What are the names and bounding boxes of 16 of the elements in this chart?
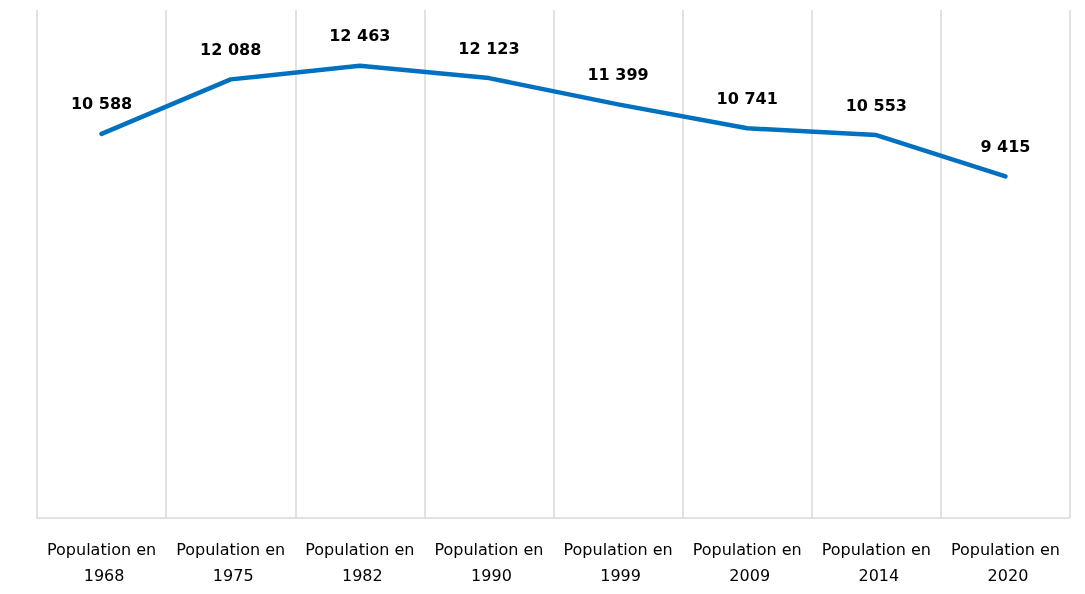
- x-tick-label: Population en 1990: [434, 539, 544, 585]
- x-tick-label: Population en 1999: [563, 539, 673, 585]
- x-tick-label: Population en 2014: [821, 539, 931, 585]
- data-label: 12 088: [200, 39, 262, 59]
- data-label: 11 399: [587, 64, 649, 84]
- x-tick-label: Population en 1975: [176, 539, 286, 585]
- x-tick-label: Population en 2020: [950, 539, 1061, 585]
- data-label: 10 588: [70, 94, 133, 114]
- data-label: 10 741: [716, 88, 778, 108]
- x-tick-label: Population en 2009: [692, 539, 802, 585]
- data-label: 9 415: [980, 136, 1031, 156]
- data-label: 12 463: [329, 26, 391, 46]
- x-tick-label: Population en 1982: [305, 539, 415, 585]
- x-tick-label: Population en 1968: [46, 539, 157, 585]
- data-label: 12 123: [458, 38, 520, 58]
- data-label: 10 553: [845, 95, 907, 115]
